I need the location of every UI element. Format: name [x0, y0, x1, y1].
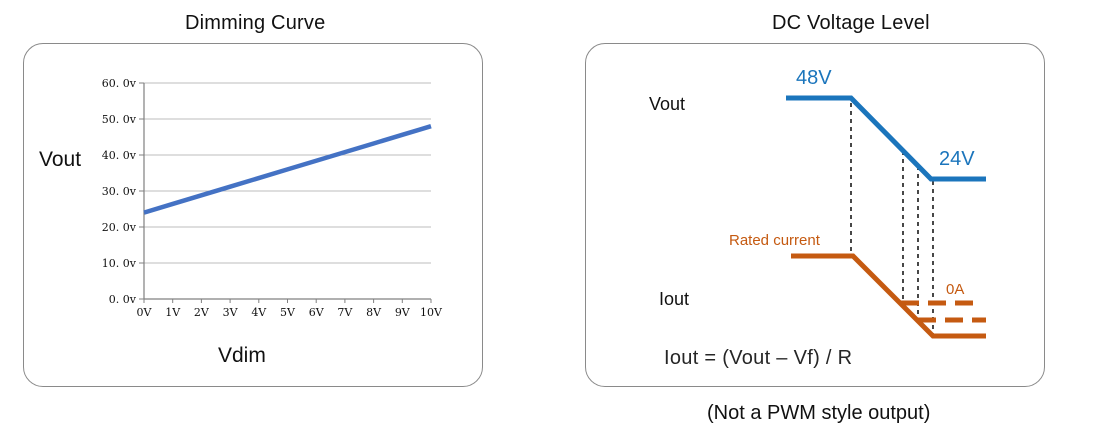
y-tick-label: 20. 0v — [102, 221, 137, 234]
x-tick-label: 1V — [165, 306, 181, 319]
zero-amp-label: 0A — [946, 281, 965, 298]
x-tick-label: 3V — [223, 306, 239, 319]
x-tick-label: 8V — [366, 306, 382, 319]
left-y-axis-title: Vout — [39, 148, 82, 171]
x-tick-label: 7V — [337, 306, 353, 319]
24v-label: 24V — [939, 148, 975, 170]
x-tick-label: 0V — [137, 306, 153, 319]
x-tick-label: 2V — [194, 306, 210, 319]
left-x-axis-title: Vdim — [218, 344, 266, 367]
vout-waveform — [786, 95, 986, 182]
x-tick-label: 10V — [420, 306, 443, 319]
dc-voltage-panel: Vout Iout 48V 24V Rated current 0A Iout … — [585, 43, 1045, 387]
dimming-curve-chart: 0. 0v 10. 0v 20. 0v 30. 0v 40. 0v 50. 0v 60. 0… — [102, 77, 443, 319]
y-tick-label: 30. 0v — [102, 185, 137, 198]
mapping-dashed-lines — [850, 103, 934, 334]
y-tick-label: 50. 0v — [102, 113, 137, 126]
x-tick-label: 9V — [395, 306, 411, 319]
y-tick-label: 40. 0v — [102, 149, 137, 162]
dimming-curve-panel: 0. 0v 10. 0v 20. 0v 30. 0v 40. 0v 50. 0v 60. 0… — [23, 43, 483, 387]
left-panel-title: Dimming Curve — [185, 12, 326, 34]
iout-label: Iout — [659, 289, 690, 309]
pwm-note: (Not a PWM style output) — [707, 402, 931, 424]
x-tick-label: 4V — [251, 306, 267, 319]
dimming-curve-line — [143, 124, 432, 215]
dc-voltage-diagram — [786, 95, 986, 339]
x-tick-label: 5V — [280, 306, 296, 319]
y-tick-label: 60. 0v — [102, 77, 137, 90]
rated-current-label: Rated current — [729, 232, 820, 249]
vout-label: Vout — [649, 94, 686, 114]
iout-formula: Iout = (Vout – Vf) / R — [664, 347, 853, 369]
y-tick-label: 10. 0v — [102, 257, 137, 270]
48v-label: 48V — [796, 67, 832, 89]
y-tick-label: 0. 0v — [109, 293, 137, 306]
x-tick-label: 6V — [309, 306, 325, 319]
iout-waveform — [791, 253, 986, 339]
right-panel-title: DC Voltage Level — [772, 12, 930, 34]
